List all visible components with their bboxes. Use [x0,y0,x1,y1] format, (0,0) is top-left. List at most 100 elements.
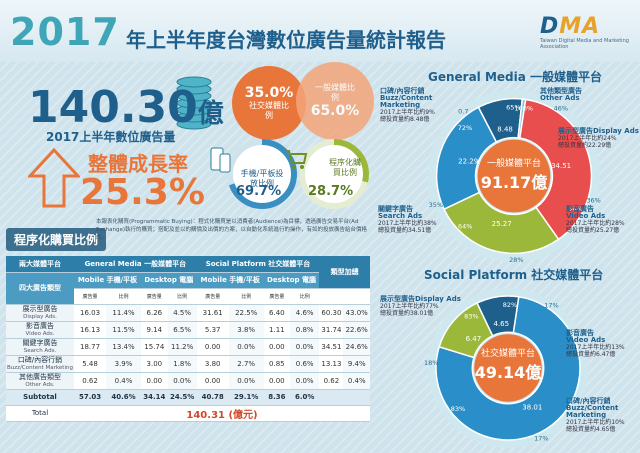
subheader-amt: 廣告量 [196,288,229,305]
total-label: Total [6,405,74,422]
annotation-detail: 2017上半年比約28% 總投資量約25.27億 [566,220,625,234]
general-segment-pct: 54% [568,205,582,213]
total-value: 140.31 (億元) [74,405,370,422]
table-cell: 3.00 [140,355,168,373]
general-segment-value: 34.51 [551,162,571,170]
annotation-detail: 2017上半年比約13% 總投資量約6.47億 [566,344,625,358]
table-cell: 13.13 [319,355,344,373]
table-cell: 4.6% [290,304,320,322]
total-amount-caption: 2017上半年數位廣告量 [46,130,176,144]
annotation-detail: 2017上半年比約9% 總投資量約8.48億 [380,109,435,123]
subtotal-cell: 8.36 [263,389,291,406]
table-cell: 0.00 [263,338,291,356]
header-platform: 兩大媒體平台 [6,256,74,273]
ad-volume-table: 兩大媒體平台 General Media 一般媒體平台 Social Platf… [6,256,370,422]
row-label-zh: 口碑/內容行銷 [17,355,63,364]
mobile-ratio-pct: 69.7% [236,184,282,199]
annotation-en: Search Ads [378,212,423,220]
header-band: 2017 年上半年度台灣數位廣告量統計報告 DMA Taiwan Digital… [0,0,640,62]
table-cell: 24.6% [343,338,370,356]
row-label: 其他廣告類型 Other Ads. [6,372,74,390]
table-cell: 3.8% [228,321,264,339]
subtotal-cell [343,389,370,406]
header-social-desktop: Desktop 電腦 [263,272,320,289]
coin-stack-icon [176,76,212,130]
mobile-ratio-text: 手機/平板投放比例 [232,144,292,204]
general-donut-title: General Media 一般媒體平台 [428,70,603,84]
header-general-mobile: Mobile 手機/平板 [74,272,141,289]
header-general-media: General Media 一般媒體平台 [74,256,197,273]
programmatic-description: 本報表化購買(Programmatic Buying)：程式化購買是以消費者(A… [96,219,368,241]
social-segment-value: 4.65 [493,320,509,328]
table-cell: 0.00 [140,372,168,390]
social-ratio-circle: 35.0% 社交媒體比例 [232,66,306,140]
shopping-cart-icon [285,150,308,169]
table-cell: 31.61 [196,304,229,322]
subtotal-cell: 40.78 [196,389,229,406]
table-cell: 16.03 [74,304,107,322]
table-cell: 34.51 [319,338,344,356]
table-cell: 18.77 [74,338,107,356]
row-label: 口碑/內容行銷 Buzz/Content Marketing [6,355,74,373]
social-ratio-label: 社交媒體比例 [249,101,289,120]
table-cell: 0.8% [290,321,320,339]
table-cell: 15.74 [140,338,168,356]
general-ratio-label: 一般媒體比例 [315,83,355,102]
annotation-title: 口碑/內容行銷 [380,87,425,95]
social-annotation: 影音廣告 Video Ads 2017上半年比約13% 總投資量約6.47億 [566,330,638,359]
social-donut-center: 社交媒體平台 49.14億 [468,346,548,383]
growth-arrow-icon [28,148,80,208]
table-cell: 60.30 [319,304,344,322]
table-cell: 11.5% [106,321,141,339]
table-cell: 0.0% [167,372,197,390]
total-amount-unit: 億 [197,99,224,129]
row-label-zh: 關鍵字廣告 [22,338,58,347]
table-cell: 0.4% [106,372,141,390]
total-amount: 140.30億 [28,82,224,133]
table-cell: 13.4% [106,338,141,356]
social-annotation: 口碑/內容行銷 Buzz/Content Marketing 2017上半年比約10… [566,398,638,434]
header-general-desktop: Desktop 電腦 [140,272,197,289]
social-donut-chart: 38.01 83% 6.47 83% 4.65 82% 17% 17% 18% [424,288,588,448]
programmatic-section-title: 程序化購買比例 [6,228,107,251]
general-donut-chart: 34.51 54% 25.27 64% 22.29 72% 8.48 65%100% 46% 36… [428,90,601,264]
growth-label: 整體成長率 [88,152,188,176]
subheader-amt: 廣告量 [74,288,107,305]
table-cell: 2.7% [228,355,264,373]
row-label: 關鍵字廣告 Search Ads. [6,338,74,356]
social-annotation: 展示型廣告Display Ads 2017上半年比約77% 總投資量約38.01億 [380,296,480,318]
annotation-title: 關鍵字廣告 [378,205,413,213]
table-cell: 1.8% [167,355,197,373]
subtotal-cell: 34.14 [140,389,168,406]
table-cell: 0.00 [196,338,229,356]
general-ring-pct: 35% [429,201,443,209]
general-ring-pct: 46% [554,104,568,112]
social-ring-pct: 17% [534,434,548,442]
phone-tablet-icon [210,147,231,173]
table-row: 其他廣告類型 Other Ads. 0.62 0.4% 0.00 0.0% 0.00 0.0%… [6,372,370,390]
general-segment-value: 25.27 [492,220,512,228]
logo-letter-d: D [540,14,560,39]
table-cell: 0.62 [74,372,107,390]
row-label-zh: 展示型廣告 [22,304,58,313]
total-row: Total 140.31 (億元) [6,405,370,422]
table-cell: 9.14 [140,321,168,339]
general-annotation: 其他類型廣告 Other Ads [540,88,610,102]
annotation-en: Buzz/Content Marketing [566,404,619,419]
programmatic-ratio-ring [299,139,369,209]
table-cell: 0.4% [343,372,370,390]
table-cell: 22.6% [343,321,370,339]
table-cell: 6.5% [167,321,197,339]
annotation-detail: 2017上半年比約10% 總投資量約4.65億 [566,419,625,433]
subtotal-cell: 40.6% [106,389,141,406]
table-row: 展示型廣告 Display Ads. 16.03 11.4% 6.26 4.5% 31.61… [6,304,370,322]
annotation-en: Other Ads [540,94,580,102]
social-ring-pct: 17% [544,301,558,309]
annotation-title: 其他類型廣告 [540,87,582,95]
table-row: 影音廣告 Video Ads. 16.13 11.5% 9.14 6.5% 5.37 3.8%… [6,321,370,339]
mobile-ratio-ring [227,139,297,209]
general-segment-pct: 64% [458,222,472,230]
annotation-en: Video Ads [566,336,606,344]
logo-letters-ma: MA [559,14,601,39]
general-segment [443,191,560,255]
